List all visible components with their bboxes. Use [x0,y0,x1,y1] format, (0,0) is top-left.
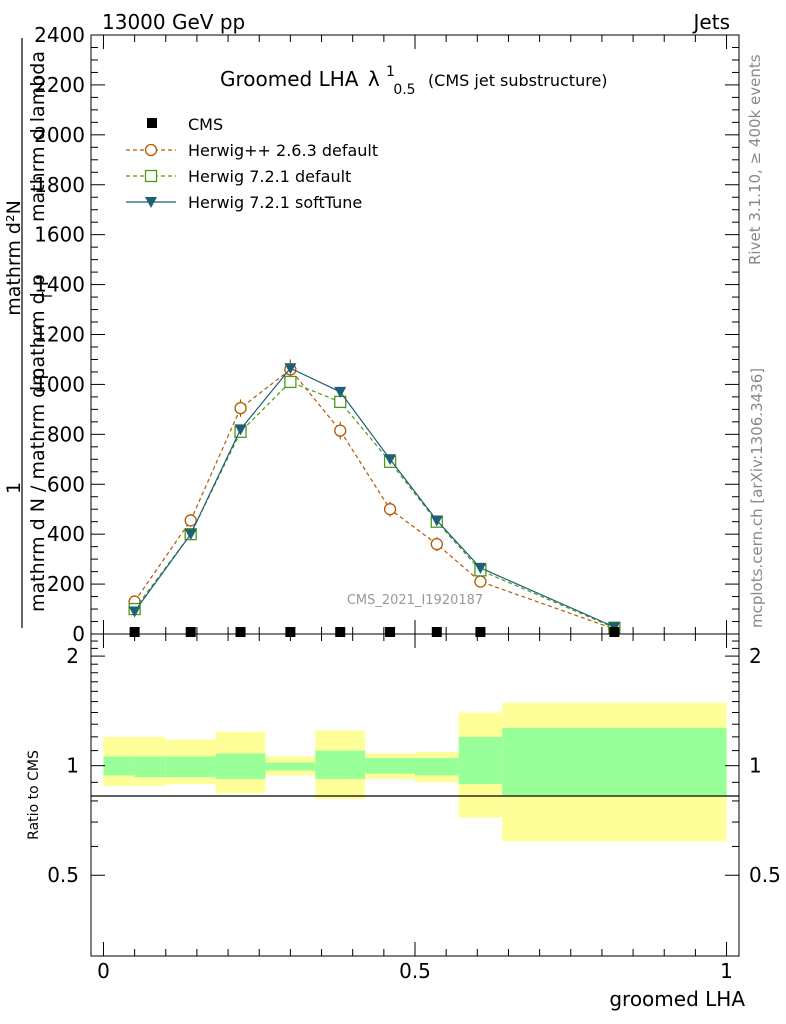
data-point [430,515,443,527]
ratio-band-inner [215,753,266,779]
y-axis-label: 1 mathrm d N / mathrm d p mathrm d²N mat… [3,38,56,628]
data-point [334,424,347,437]
ratio-y-tick-label: 2 [66,644,79,668]
analysis-watermark: CMS_2021_I1920187 [347,593,483,608]
header-left: 13000 GeV pp [102,10,245,34]
legend-label-herwig7-softtune: Herwig 7.2.1 softTune [188,193,362,212]
ratio-band-inner [103,756,135,776]
y-tick-label: 1200 [34,323,85,347]
series-line [134,368,615,630]
ratio-frame [90,633,740,957]
y-tick-label: 0 [72,622,85,646]
data-point [474,562,487,574]
ratio-y-tick-label-right: 1 [749,754,762,778]
y-tick-label: 2200 [34,73,85,97]
ratio-band-inner [502,727,727,796]
y-tick-label: 2000 [34,123,85,147]
y-tick-label: 1800 [34,173,85,197]
x-tick-label: 0.5 [399,959,431,983]
y-tick-label: 2400 [34,23,85,47]
ylabel-sub-t: T [41,292,56,301]
ratio-y-tick-label-right: 2 [749,644,762,668]
header-right: Jets [692,10,730,34]
title-sub: 0.5 [393,82,415,98]
x-axis-label: groomed LHA [609,987,745,1011]
data-point [430,538,443,551]
data-point [128,606,141,618]
data-point [234,424,247,436]
ratio-band-inner [134,756,166,778]
data-point [184,514,197,527]
rivet-label: Rivet 3.1.10, ≥ 400k events [746,54,764,265]
data-point [285,627,296,637]
ratio-y-tick-label: 0.5 [47,863,79,887]
ratio-y-tick-label: 1 [66,754,79,778]
ratio-band-inner [365,757,415,774]
data-point [284,363,297,375]
main-panel: 0 200 400 600 800 1000 1200 1400 1600 1800 2000 220… [34,23,740,646]
ylabel-denominator-2: mathrm d p [27,274,49,386]
ratio-panel: 0 0.5 1 0.5 0.5 1 1 2 2 [47,633,781,983]
ratio-band-inner [265,762,316,771]
data-point [384,454,397,466]
title-lambda: λ [368,67,380,91]
y-tick-label: 800 [47,422,85,446]
title-sup: 1 [386,64,395,80]
data-point [474,575,487,588]
ratio-band-inner [415,757,459,776]
data-point [609,627,620,637]
ratio-axes: 0 0.5 1 0.5 0.5 1 1 2 2 [47,634,781,983]
ratio-y-tick-label-right: 0.5 [749,863,781,887]
legend-label-herwig7-default: Herwig 7.2.1 default [188,167,351,186]
y-tick-label: 200 [47,572,85,596]
title-suffix: (CMS jet substructure) [428,71,608,90]
legend-marker-cms [147,118,157,128]
y-tick-label: 400 [47,522,85,546]
legend-label-herwigpp: Herwig++ 2.6.3 default [188,141,378,160]
data-point [335,627,346,637]
data-point [431,627,442,637]
legend-marker-herwigpp [144,143,158,157]
data-point [184,529,197,541]
data-point [185,627,196,637]
ratio-band-inner [458,736,503,785]
title-main: Groomed LHA [220,67,359,91]
ylabel-denominator-2b: mathrm d lambda [27,51,49,222]
data-point [383,503,397,516]
legend-label-cms: CMS [188,115,223,134]
ylabel-numerator-1: 1 [3,482,25,494]
data-point [334,386,347,398]
x-tick-label: 1 [720,959,733,983]
data-point [475,627,486,637]
ylabel-numerator-2: mathrm d²N [3,200,25,316]
data-point [129,627,140,637]
y-tick-label: 1000 [34,372,85,396]
ratio-band-inner [165,756,216,778]
chart-title: Groomed LHA λ 1 0.5 (CMS jet substructur… [220,57,608,99]
main-series [128,359,621,637]
legend-marker-herwig7-softtune [145,197,157,208]
y-tick-label: 600 [47,472,85,496]
legend-marker-herwig7-default [144,169,158,183]
ratio-band-inner [315,750,366,779]
data-point [284,375,297,389]
legend: CMS Herwig++ 2.6.3 default Herwig 7.2.1 … [126,115,378,212]
x-tick-label: 0 [97,959,110,983]
mcplots-label: mcplots.cern.ch [arXiv:1306.3436] [748,368,766,628]
data-point [234,401,247,415]
data-point [235,627,246,637]
ratio-bands [103,702,727,842]
main-axes: 0 200 400 600 800 1000 1200 1400 1600 1800 2000 220… [34,23,739,646]
y-tick-label: 1600 [34,223,85,247]
y-tick-label: 1400 [34,273,85,297]
data-point [385,627,396,637]
ratio-y-label: Ratio to CMS [26,750,42,840]
ylabel-denominator-1: mathrm d N / mathrm d p [27,368,49,612]
